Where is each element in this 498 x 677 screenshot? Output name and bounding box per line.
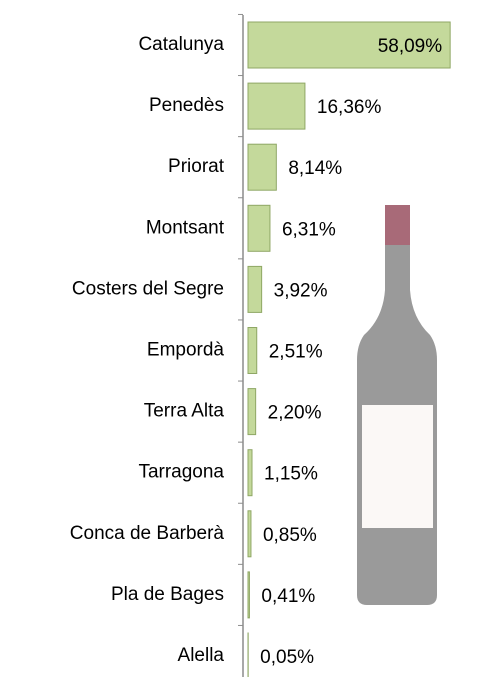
category-label: Pla de Bages xyxy=(111,584,224,605)
category-label: Terra Alta xyxy=(144,401,225,422)
value-label: 6,31% xyxy=(282,219,336,240)
category-label: Priorat xyxy=(168,156,225,177)
value-label: 58,09% xyxy=(378,36,443,57)
category-label: Empordà xyxy=(147,340,225,361)
bottle-label xyxy=(362,405,433,528)
value-label: 1,15% xyxy=(264,464,318,485)
category-label: Montsant xyxy=(146,217,225,238)
bar xyxy=(248,511,251,557)
value-label: 3,92% xyxy=(274,280,328,301)
bar xyxy=(248,266,262,312)
bar xyxy=(248,450,252,496)
value-label: 2,51% xyxy=(269,342,323,363)
category-label: Penedès xyxy=(149,95,224,116)
value-label: 2,20% xyxy=(268,403,322,424)
bar xyxy=(248,205,270,251)
bar xyxy=(248,328,257,374)
value-label: 0,05% xyxy=(260,647,314,668)
chart: Catalunya 58,09% Penedès 16,36% Priorat 8,14%… xyxy=(0,0,498,677)
bar xyxy=(248,83,305,129)
value-label: 8,14% xyxy=(288,158,342,179)
value-label: 16,36% xyxy=(317,97,382,118)
bar xyxy=(248,144,276,190)
category-label: Tarragona xyxy=(138,462,224,483)
bar xyxy=(248,572,249,618)
bottle-cap xyxy=(385,205,410,245)
category-label: Costers del Segre xyxy=(72,278,224,299)
bottle xyxy=(357,205,437,605)
category-label: Conca de Barberà xyxy=(70,523,225,544)
value-label: 0,41% xyxy=(261,586,315,607)
value-label: 0,85% xyxy=(263,525,317,546)
bar xyxy=(248,389,256,435)
category-label: Alella xyxy=(178,645,225,666)
category-label: Catalunya xyxy=(138,34,224,55)
